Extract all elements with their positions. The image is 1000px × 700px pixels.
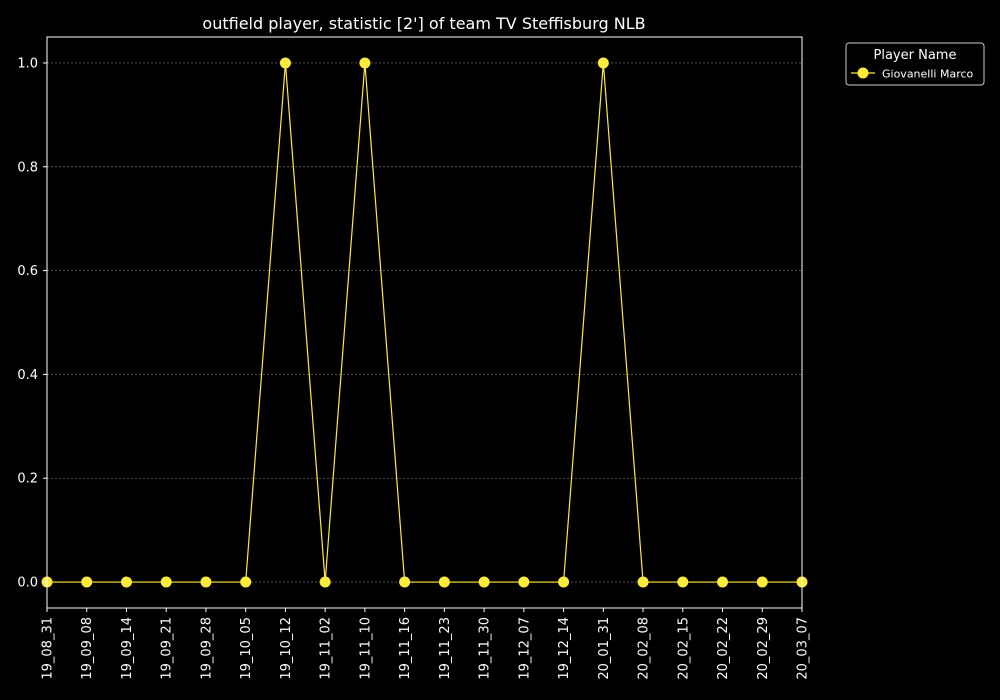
data-point bbox=[478, 576, 490, 588]
y-ticks: 0.0 0.2 0.4 0.6 0.8 1.0 bbox=[17, 56, 47, 591]
legend-series-marker bbox=[857, 67, 869, 79]
data-point bbox=[81, 576, 93, 588]
x-ticks: 19_08_31 19_09_08 19_09_14 19_09_21 19_09_28… bbox=[41, 608, 811, 680]
legend-box bbox=[845, 42, 985, 86]
data-point bbox=[637, 576, 649, 588]
legend: Player Name Giovanelli Marco bbox=[845, 42, 985, 86]
x-tick-label: 19_12_07 bbox=[517, 617, 532, 680]
x-tick-label: 19_12_14 bbox=[557, 617, 572, 680]
x-tick-label: 19_09_08 bbox=[80, 617, 95, 680]
data-point bbox=[120, 576, 132, 588]
y-tick-label: 0.8 bbox=[17, 160, 38, 175]
legend-series-label: Giovanelli Marco bbox=[882, 68, 974, 81]
series-layer bbox=[41, 57, 808, 588]
x-tick-label: 19_09_21 bbox=[160, 617, 175, 680]
data-point bbox=[240, 576, 252, 588]
x-tick-label: 19_11_16 bbox=[398, 617, 413, 680]
x-tick-label: 19_10_05 bbox=[239, 617, 254, 680]
x-tick-label: 20_03_07 bbox=[796, 617, 811, 680]
series-line bbox=[47, 62, 802, 583]
x-tick-label: 19_09_14 bbox=[120, 617, 135, 680]
data-point bbox=[558, 576, 570, 588]
data-point bbox=[717, 576, 729, 588]
y-tick-label: 0.6 bbox=[17, 264, 38, 279]
x-tick-label: 19_11_23 bbox=[438, 617, 453, 680]
data-point bbox=[677, 576, 689, 588]
legend-title: Player Name bbox=[874, 48, 957, 63]
data-point bbox=[200, 576, 212, 588]
y-tick-label: 1.0 bbox=[17, 56, 38, 71]
data-point bbox=[160, 576, 172, 588]
data-point bbox=[518, 576, 530, 588]
x-tick-label: 20_02_22 bbox=[716, 617, 731, 680]
x-tick-label: 20_01_31 bbox=[597, 617, 612, 680]
plot-frame bbox=[46, 36, 803, 609]
data-point bbox=[756, 576, 768, 588]
y-tick-label: 0.2 bbox=[17, 472, 38, 487]
x-tick-label: 20_02_08 bbox=[637, 617, 652, 680]
data-point bbox=[359, 57, 371, 69]
x-tick-label: 20_02_29 bbox=[756, 617, 771, 680]
chart-title: outfield player, statistic [2'] of team … bbox=[202, 14, 645, 33]
data-point bbox=[319, 576, 331, 588]
data-point bbox=[399, 576, 411, 588]
x-tick-label: 19_11_02 bbox=[319, 617, 334, 680]
x-tick-label: 20_02_15 bbox=[676, 617, 691, 680]
x-tick-label: 19_11_30 bbox=[478, 617, 493, 680]
data-point bbox=[597, 57, 609, 69]
x-tick-label: 19_11_10 bbox=[358, 617, 373, 680]
x-tick-label: 19_10_12 bbox=[279, 617, 294, 680]
data-point bbox=[438, 576, 450, 588]
data-point bbox=[279, 57, 291, 69]
x-tick-label: 19_09_28 bbox=[199, 617, 214, 680]
grid-lines bbox=[47, 62, 802, 583]
y-tick-label: 0.4 bbox=[17, 368, 38, 383]
y-tick-label: 0.0 bbox=[17, 576, 38, 591]
x-tick-label: 19_08_31 bbox=[41, 617, 56, 680]
